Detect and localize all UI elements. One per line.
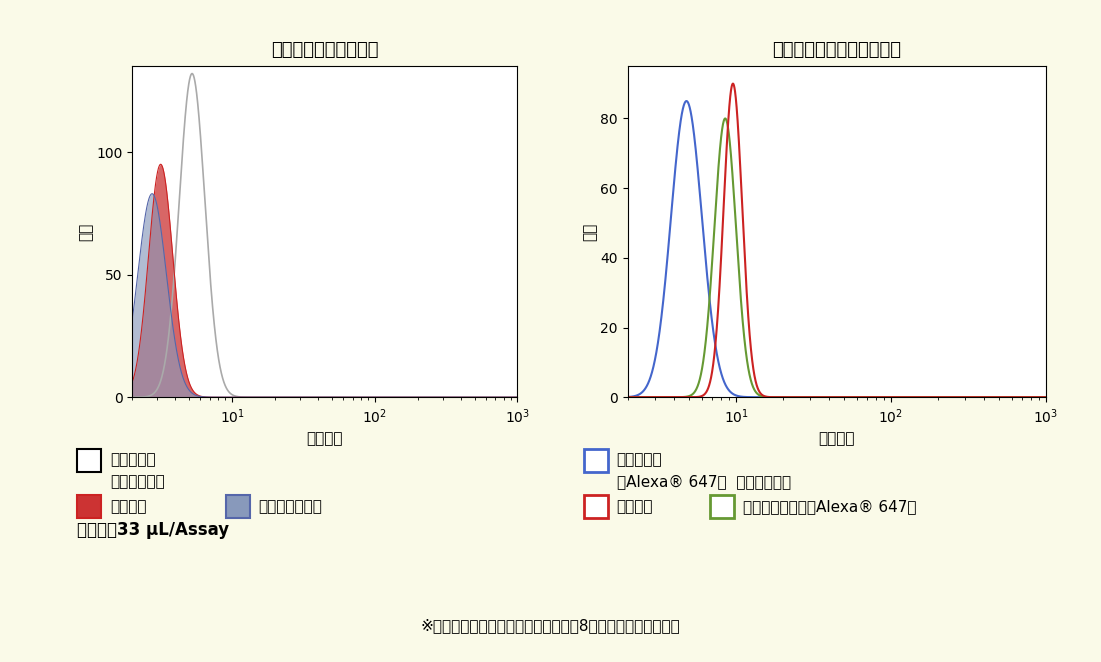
Text: ：本产品: ：本产品 bbox=[617, 499, 653, 514]
Text: ：本产品: ：本产品 bbox=[110, 499, 146, 514]
X-axis label: 荧光强度: 荧光强度 bbox=[818, 431, 855, 446]
X-axis label: 荧光强度: 荧光强度 bbox=[306, 431, 344, 446]
Text: ※红色荧光素结合抗体的检测中使用了8倍稀释的细胞培养上清: ※红色荧光素结合抗体的检测中使用了8倍稀释的细胞培养上清 bbox=[421, 618, 680, 633]
Text: （阴性对照）: （阴性对照） bbox=[110, 475, 165, 489]
Text: ：其他公司产品: ：其他公司产品 bbox=[259, 499, 323, 514]
Text: （Alexa® 647）  （阴性对照）: （Alexa® 647） （阴性对照） bbox=[617, 475, 791, 489]
Y-axis label: 计数: 计数 bbox=[78, 222, 94, 241]
Text: ：同型对照: ：同型对照 bbox=[617, 453, 662, 467]
Text: ：同型对照: ：同型对照 bbox=[110, 453, 155, 467]
Text: ：其他公司产品（Alexa® 647）: ：其他公司产品（Alexa® 647） bbox=[743, 499, 917, 514]
Title: 用荧光素结合抗体检测: 用荧光素结合抗体检测 bbox=[271, 41, 379, 59]
Title: 用红色荧光素结合抗体检测: 用红色荧光素结合抗体检测 bbox=[772, 41, 902, 59]
Y-axis label: 计数: 计数 bbox=[582, 222, 598, 241]
Text: 样品量：33 μL/Assay: 样品量：33 μL/Assay bbox=[77, 520, 229, 539]
